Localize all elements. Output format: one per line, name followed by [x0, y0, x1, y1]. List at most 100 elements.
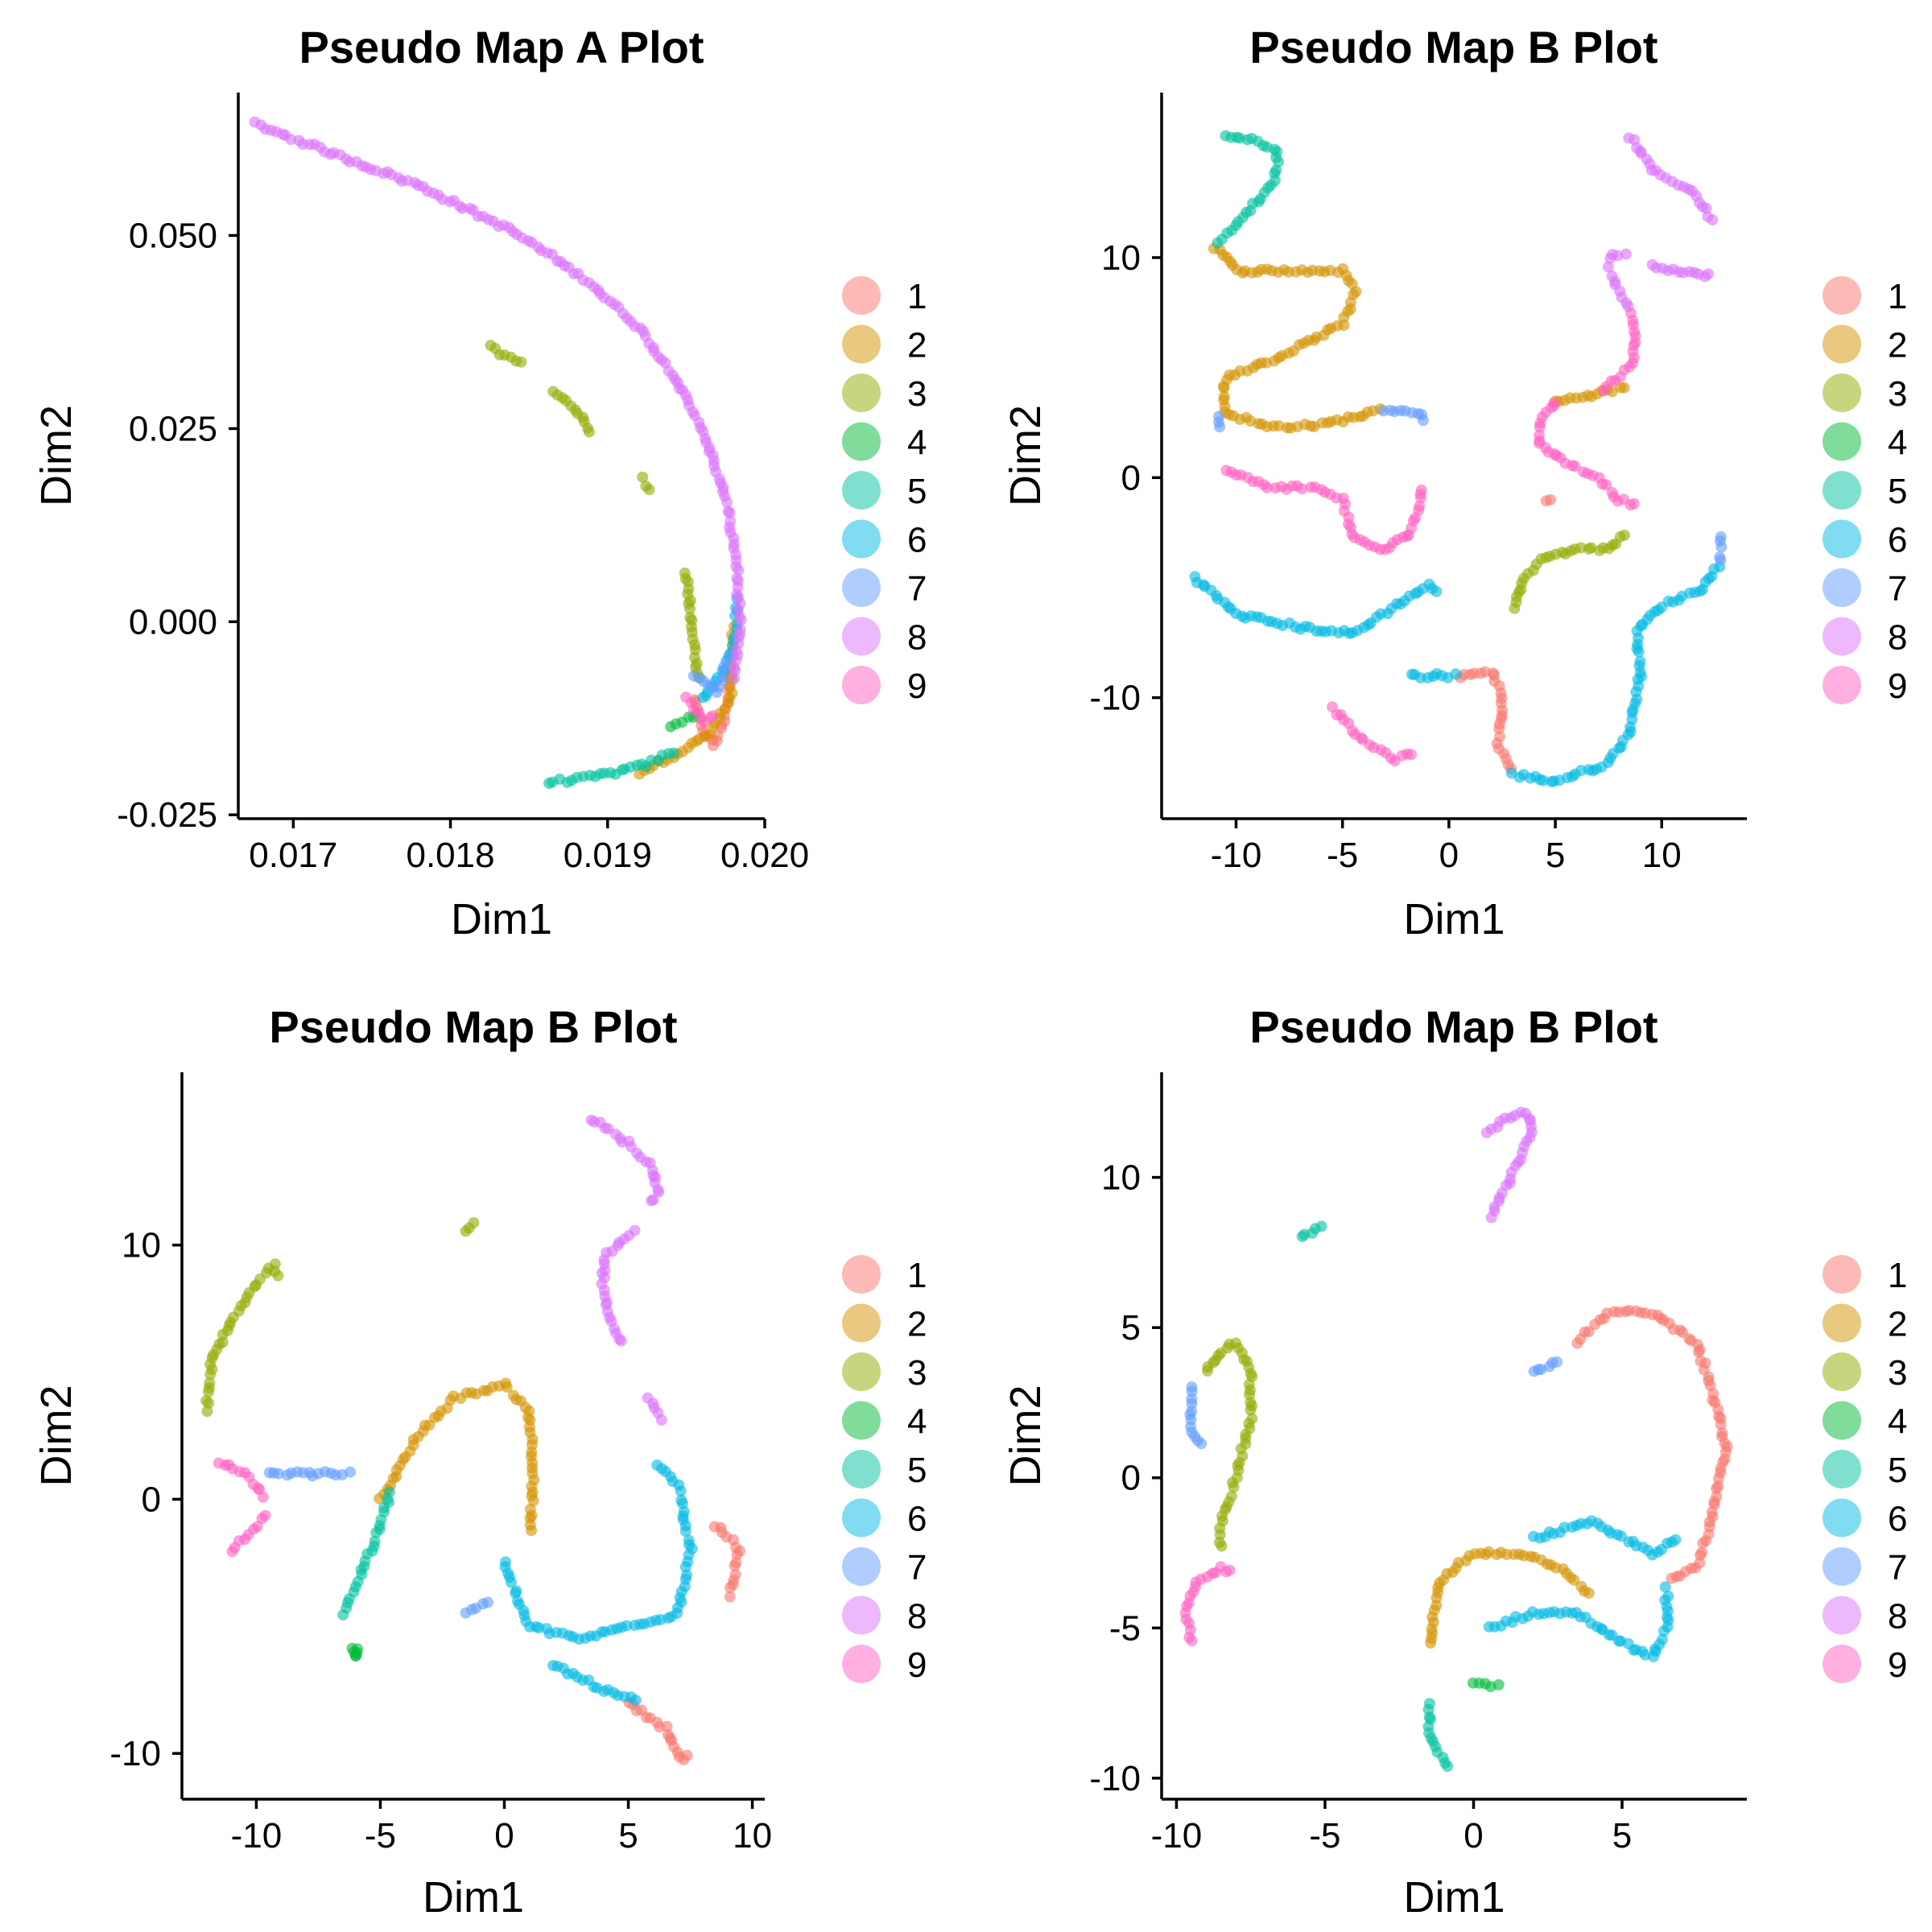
data-point — [1670, 1534, 1682, 1546]
legend-label: 3 — [907, 374, 927, 414]
legend-key — [842, 471, 881, 510]
data-point — [651, 1459, 663, 1471]
y-tick-label: 0.000 — [129, 602, 217, 642]
x-tick-label: 5 — [618, 1816, 638, 1856]
legend-label: 6 — [907, 521, 927, 560]
data-point — [369, 1535, 381, 1547]
legend-key — [842, 276, 881, 315]
legend-label: 3 — [1888, 374, 1907, 414]
data-point — [1703, 268, 1715, 280]
series-2 — [374, 1377, 540, 1537]
legend-label: 7 — [1888, 1548, 1907, 1587]
data-point — [1662, 1590, 1674, 1602]
data-point — [285, 134, 297, 146]
series-9 — [1220, 308, 1641, 767]
data-point — [1213, 411, 1225, 423]
data-point — [1261, 481, 1274, 493]
legend-key — [842, 1352, 881, 1391]
series-8 — [1602, 132, 1719, 312]
data-point — [1442, 1761, 1454, 1773]
series-5 — [543, 747, 679, 790]
data-point — [204, 1377, 216, 1389]
legend-key — [842, 1450, 881, 1488]
x-tick-label: 0.019 — [564, 836, 652, 875]
legend-key — [1823, 422, 1861, 461]
panel-4: Pseudo Map B Plot -10 -5 0 5 -10 -5 0 5 10 Dim1 Dim… — [1001, 1001, 1907, 1922]
legend-label: 4 — [907, 423, 927, 463]
legend-label: 4 — [1888, 1402, 1907, 1442]
legend: 1 2 3 4 5 6 7 8 9 — [842, 276, 927, 706]
chart-title: Pseudo Map B Plot — [269, 1001, 677, 1052]
legend-label: 5 — [907, 472, 927, 511]
data-point — [1583, 1587, 1595, 1599]
data-point — [1195, 1438, 1208, 1450]
data-point — [506, 1576, 517, 1588]
legend-key — [1823, 471, 1861, 510]
legend-label: 4 — [907, 1402, 927, 1442]
legend-label: 8 — [907, 618, 927, 658]
data-point — [1697, 1538, 1709, 1550]
y-axis-label: Dim2 — [32, 405, 80, 506]
data-point — [527, 1495, 539, 1507]
legend-key — [842, 666, 881, 704]
data-point — [1415, 484, 1427, 496]
legend-key — [1823, 374, 1861, 412]
data-point — [681, 1749, 693, 1761]
data-point — [1224, 1564, 1236, 1576]
series-9 — [213, 1457, 271, 1558]
legend-label: 1 — [907, 1256, 927, 1295]
data-point — [383, 1486, 395, 1498]
legend-key — [842, 568, 881, 607]
data-point — [630, 1695, 642, 1707]
data-point — [1693, 1346, 1705, 1358]
data-point — [272, 1269, 284, 1282]
legend-key — [842, 374, 881, 412]
data-point — [200, 1395, 213, 1407]
legend-key — [1823, 1303, 1861, 1343]
legend: 1 2 3 4 5 6 7 8 9 — [842, 1255, 927, 1685]
data-point — [1450, 668, 1462, 680]
data-point — [1417, 415, 1429, 427]
legend-label: 2 — [1888, 1305, 1907, 1344]
legend-label: 2 — [907, 326, 927, 365]
legend-key — [1823, 666, 1861, 704]
data-point — [1430, 585, 1443, 597]
legend-label: 8 — [907, 1597, 927, 1637]
legend-label: 9 — [1888, 667, 1907, 706]
data-point — [1600, 479, 1612, 491]
series-9 — [680, 691, 719, 728]
data-point — [501, 1381, 513, 1393]
y-tick-label: 0.050 — [129, 217, 217, 256]
data-point — [583, 426, 595, 438]
legend-key — [1823, 519, 1861, 559]
data-point — [1619, 529, 1630, 541]
data-point — [482, 1596, 493, 1608]
x-tick-label: -10 — [1211, 836, 1262, 875]
legend-label: 9 — [1888, 1645, 1907, 1685]
legend-label: 7 — [907, 569, 927, 609]
data-point — [468, 1217, 480, 1228]
data-points — [249, 116, 747, 790]
x-tick-label: 0.017 — [249, 836, 337, 875]
x-tick-label: 0 — [1463, 1816, 1483, 1856]
data-point — [1545, 493, 1557, 506]
legend-key — [1823, 1547, 1861, 1586]
legend-key — [1823, 1596, 1861, 1635]
y-tick-label: 5 — [1121, 1308, 1141, 1348]
data-point — [351, 1647, 363, 1659]
series-5 — [1296, 1220, 1454, 1773]
legend-label: 7 — [907, 1548, 927, 1587]
legend-label: 5 — [1888, 472, 1907, 511]
legend-key — [1823, 276, 1861, 315]
chart-title: Pseudo Map A Plot — [299, 22, 704, 72]
data-point — [1216, 1540, 1228, 1552]
data-point — [637, 471, 649, 483]
x-tick-label: -5 — [1309, 1816, 1340, 1856]
legend-key — [1823, 1645, 1861, 1683]
y-tick-label: 10 — [122, 1226, 161, 1265]
data-point — [1711, 1483, 1723, 1495]
series-3 — [1202, 1337, 1258, 1552]
legend-label: 6 — [907, 1500, 927, 1539]
legend-key — [842, 1498, 881, 1538]
